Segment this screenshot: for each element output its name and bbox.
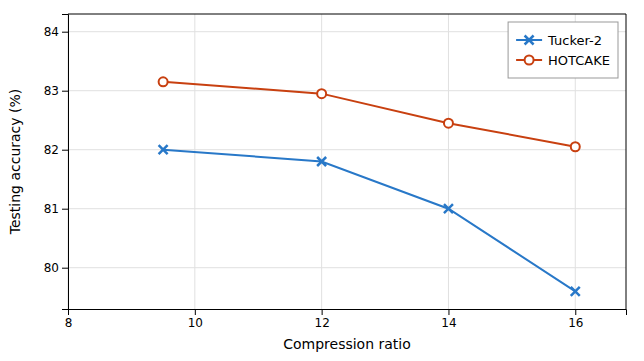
x-tick: 14: [441, 309, 456, 330]
y-tick-mark: [62, 209, 68, 210]
y-tick: 83: [44, 84, 68, 98]
x-tick: 10: [188, 309, 203, 330]
grid-line-y: [68, 267, 626, 268]
y-tick-mark: [62, 91, 68, 92]
y-tick: 80: [44, 261, 68, 275]
series: [159, 77, 580, 151]
x-axis-title: Compression ratio: [283, 336, 411, 352]
chart: 8 10 12 14 16 80 81 82 83 84 Compression ratio Test…: [0, 0, 644, 361]
point-marker: [571, 142, 580, 151]
series-line: [163, 150, 575, 292]
y-axis-line: [62, 15, 69, 310]
y-axis: 80 81 82 83 84: [44, 15, 69, 310]
y-tick-label: 81: [44, 202, 59, 216]
x-tick: 12: [314, 309, 329, 330]
y-tick: 81: [44, 202, 68, 216]
point-marker: [571, 287, 580, 296]
point-marker: [159, 145, 168, 154]
y-tick-label: 80: [44, 261, 59, 275]
grid-line-y: [68, 90, 626, 91]
x-tick-mark: [575, 309, 576, 315]
y-tick-mark: [62, 268, 68, 269]
x-tick: 16: [568, 309, 583, 330]
legend-marker: [525, 36, 534, 45]
point-marker: [159, 77, 168, 86]
x-tick-label: 8: [65, 316, 73, 330]
x-tick-label: 14: [441, 316, 456, 330]
y-axis-title: Testing accuracy (%): [7, 89, 23, 236]
x-tick-label: 12: [314, 316, 329, 330]
point-marker: [317, 157, 326, 166]
y-tick: 84: [44, 25, 68, 39]
series: [159, 145, 580, 296]
grid-line-x: [448, 14, 449, 309]
x-tick-label: 10: [188, 316, 203, 330]
legend: Tucker-2 HOTCAKE: [508, 22, 618, 78]
x-axis: 8 10 12 14 16: [65, 309, 627, 330]
x-tick-mark: [195, 309, 196, 315]
grid-line-y: [68, 149, 626, 150]
grid: [68, 14, 626, 309]
plot-frame: [68, 14, 626, 309]
point-marker: [444, 119, 453, 128]
x-tick-mark: [448, 309, 449, 315]
y-tick-mark: [62, 32, 68, 33]
y-tick-label: 82: [44, 143, 59, 157]
legend-box: [508, 22, 618, 78]
legend-label: Tucker-2: [547, 33, 602, 48]
legend-entry: Tucker-2: [516, 33, 602, 48]
legend-label: HOTCAKE: [548, 53, 610, 68]
x-tick-label: 16: [568, 316, 583, 330]
plot-area: [159, 77, 580, 295]
grid-line-y: [68, 208, 626, 209]
point-marker: [444, 204, 453, 213]
series-line: [163, 82, 575, 147]
x-tick: 8: [65, 309, 73, 330]
y-tick-label: 84: [44, 25, 59, 39]
x-tick-mark: [322, 309, 323, 315]
grid-line-x: [194, 14, 195, 309]
y-tick-mark: [62, 150, 68, 151]
y-tick-label: 83: [44, 84, 59, 98]
point-marker: [317, 89, 326, 98]
x-axis-line: [69, 310, 627, 316]
legend-entry: HOTCAKE: [516, 53, 610, 68]
legend-marker: [525, 56, 534, 65]
y-tick: 82: [44, 143, 68, 157]
